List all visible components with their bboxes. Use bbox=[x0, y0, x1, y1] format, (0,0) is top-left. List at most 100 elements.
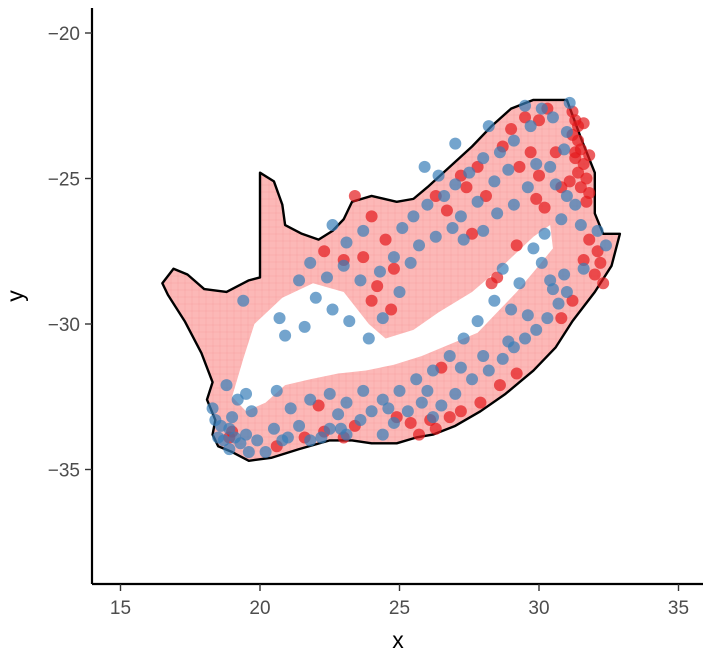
data-point bbox=[510, 367, 523, 380]
data-point bbox=[421, 384, 434, 397]
data-point bbox=[599, 239, 612, 252]
data-point bbox=[404, 256, 417, 269]
data-point bbox=[214, 419, 227, 432]
data-point bbox=[577, 157, 590, 170]
data-point bbox=[279, 329, 292, 342]
x-tick-label: 30 bbox=[528, 598, 549, 619]
data-point bbox=[496, 262, 509, 275]
data-point bbox=[538, 201, 551, 214]
data-point bbox=[413, 239, 426, 252]
data-point bbox=[387, 251, 400, 264]
data-point bbox=[463, 166, 476, 179]
data-point bbox=[273, 312, 286, 325]
x-tick-label: 20 bbox=[249, 598, 270, 619]
data-point bbox=[471, 160, 484, 173]
data-point bbox=[479, 189, 492, 202]
data-point bbox=[240, 428, 253, 441]
data-point bbox=[569, 198, 582, 211]
data-point bbox=[334, 422, 347, 435]
x-axis-title: x bbox=[392, 627, 404, 653]
data-point bbox=[513, 160, 526, 173]
data-point bbox=[432, 169, 445, 182]
country-outline bbox=[161, 98, 622, 462]
data-point bbox=[382, 402, 395, 415]
data-point bbox=[373, 265, 386, 278]
data-point bbox=[454, 210, 467, 223]
data-point bbox=[572, 166, 585, 179]
data-point bbox=[259, 446, 272, 459]
data-point bbox=[245, 405, 258, 418]
data-point bbox=[530, 323, 543, 336]
data-point bbox=[365, 405, 378, 418]
data-point bbox=[580, 195, 593, 208]
data-point bbox=[519, 99, 532, 112]
data-point bbox=[340, 236, 353, 249]
y-tick-label: −20 bbox=[48, 24, 80, 45]
points-layer bbox=[206, 96, 612, 459]
data-point bbox=[558, 143, 571, 156]
data-point bbox=[477, 350, 490, 363]
data-point bbox=[404, 416, 417, 429]
data-point bbox=[371, 280, 384, 293]
data-point bbox=[574, 181, 587, 194]
data-point bbox=[505, 123, 518, 136]
data-point bbox=[365, 294, 378, 307]
data-point bbox=[443, 350, 456, 363]
data-point bbox=[429, 189, 442, 202]
data-point bbox=[449, 387, 462, 400]
data-point bbox=[237, 294, 250, 307]
data-point bbox=[242, 446, 255, 459]
data-point bbox=[577, 117, 590, 130]
data-point bbox=[376, 312, 389, 325]
data-point bbox=[460, 181, 473, 194]
data-point bbox=[519, 332, 532, 345]
data-point bbox=[533, 114, 545, 127]
x-tick-label: 15 bbox=[110, 598, 131, 619]
data-point bbox=[304, 393, 317, 406]
data-point bbox=[206, 402, 219, 415]
data-point bbox=[577, 262, 590, 275]
data-point bbox=[560, 189, 573, 202]
data-point bbox=[513, 277, 526, 290]
data-point bbox=[544, 160, 557, 173]
data-point bbox=[443, 411, 456, 424]
data-point bbox=[546, 111, 559, 124]
data-point bbox=[387, 416, 400, 429]
data-point bbox=[560, 285, 573, 298]
data-point bbox=[401, 405, 414, 418]
data-point bbox=[323, 387, 336, 400]
data-point bbox=[454, 405, 467, 418]
data-point bbox=[312, 399, 325, 412]
data-point bbox=[315, 431, 328, 444]
x-tick-label: 35 bbox=[668, 598, 689, 619]
data-point bbox=[563, 96, 576, 109]
data-point bbox=[524, 120, 537, 133]
y-tick-label: −25 bbox=[48, 170, 80, 191]
data-point bbox=[415, 396, 428, 409]
data-point bbox=[309, 291, 322, 304]
data-point bbox=[535, 256, 548, 269]
data-point bbox=[426, 364, 439, 377]
y-tick-label: −30 bbox=[48, 315, 80, 336]
data-point bbox=[527, 242, 540, 255]
data-point bbox=[533, 169, 545, 182]
data-point bbox=[530, 157, 543, 170]
data-point bbox=[332, 408, 345, 421]
data-point bbox=[393, 384, 406, 397]
data-point bbox=[429, 230, 442, 243]
data-point bbox=[519, 111, 532, 124]
data-point bbox=[574, 219, 587, 232]
raster-gap bbox=[232, 225, 553, 412]
data-point bbox=[223, 443, 236, 456]
data-point bbox=[524, 146, 537, 159]
data-point bbox=[541, 312, 554, 325]
data-point bbox=[446, 221, 459, 234]
data-point bbox=[474, 396, 487, 409]
data-point bbox=[591, 224, 604, 237]
data-point bbox=[457, 233, 470, 246]
data-point bbox=[502, 335, 515, 348]
axes: 15 20 25 30 35 −20 −25 −30 −35 bbox=[48, 8, 703, 619]
data-point bbox=[220, 379, 233, 392]
data-point bbox=[457, 332, 470, 345]
data-point bbox=[276, 434, 289, 447]
